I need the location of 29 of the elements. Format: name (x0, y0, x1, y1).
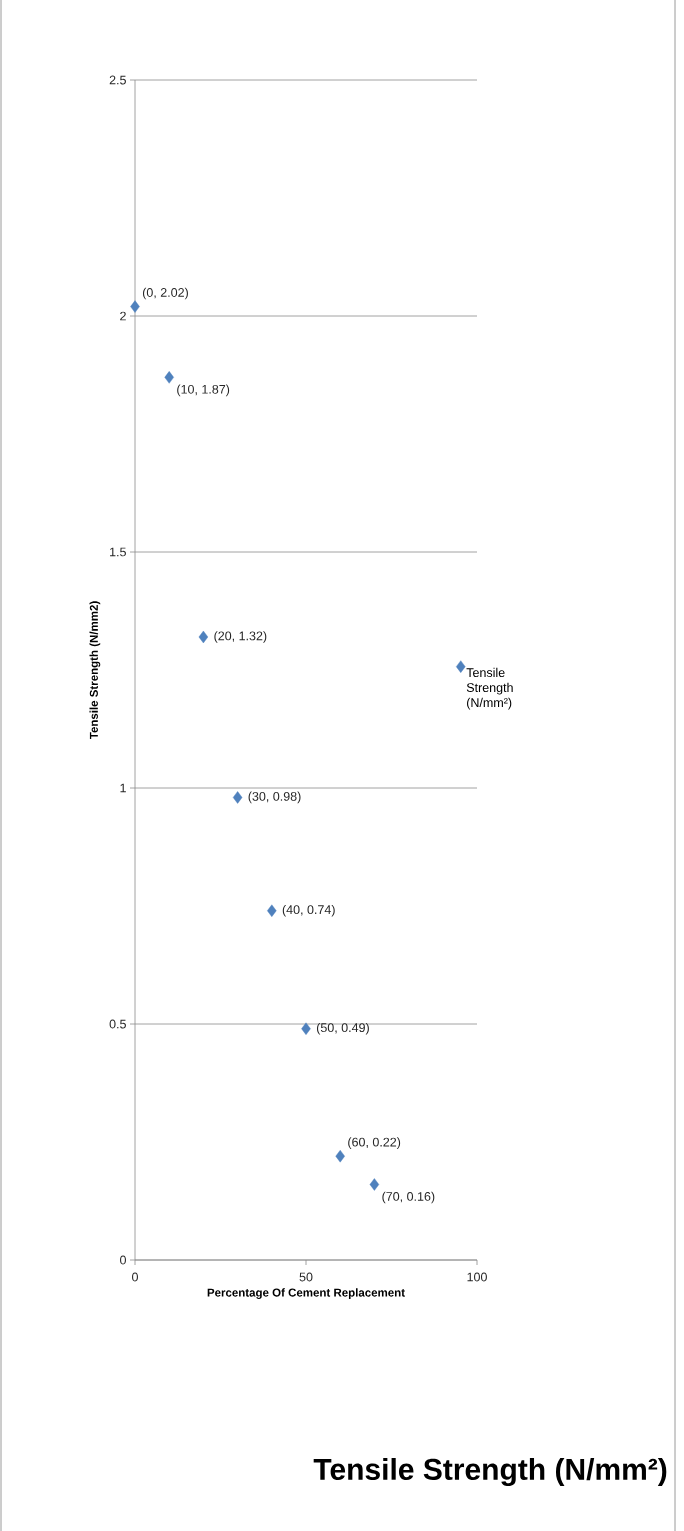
point (369, 1178, 380, 1191)
y-tick-label: 2.5 (109, 75, 126, 85)
data-label: (70, 0.16) (382, 1191, 435, 1204)
y-tick-label: 1 (120, 783, 126, 793)
y-axis-title: Tensile Strength (N/mm2) (89, 601, 101, 740)
y-tick-label: 0 (120, 1255, 126, 1265)
data-label: (0, 2.02) (142, 287, 188, 300)
point (335, 1149, 345, 1163)
point (232, 791, 243, 804)
legend-label: Tensile Strength (N/mm²) (466, 667, 513, 710)
point (301, 1022, 311, 1035)
y-tick-label: 2 (120, 311, 126, 321)
x-axis-title: Percentage Of Cement Replacement (207, 1288, 405, 1299)
data-label: (30, 0.98) (248, 791, 301, 804)
data-label: (60, 0.22) (348, 1137, 401, 1149)
x-tick-label: 0 (132, 1272, 138, 1282)
data-label: (20, 1.32) (214, 631, 267, 643)
point (130, 300, 140, 313)
data-label: (40, 0.74) (282, 904, 335, 917)
point (267, 904, 277, 917)
point (198, 630, 209, 644)
x-tick-label: 100 (467, 1272, 487, 1282)
data-label: (10, 1.87) (177, 384, 230, 397)
text: Tensile Strength (N/mm²) (313, 1457, 667, 1487)
y-tick-label: 1.5 (110, 547, 126, 557)
data-label: (50, 0.49) (316, 1022, 369, 1035)
point (164, 371, 174, 384)
y-tick-label: 0.5 (109, 1019, 126, 1029)
x-tick-label: 50 (299, 1272, 313, 1282)
